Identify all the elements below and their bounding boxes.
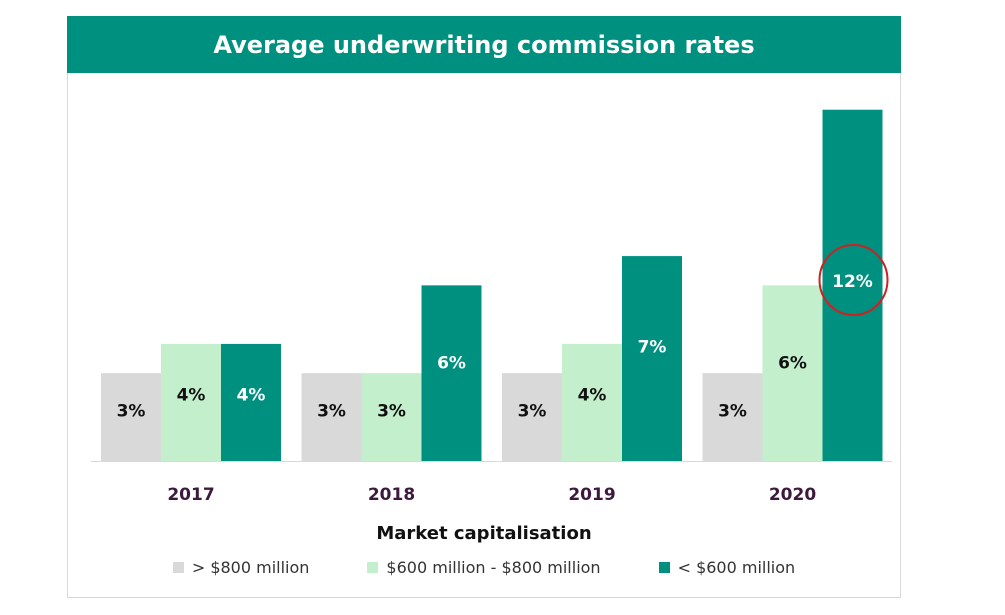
highlight-circle bbox=[818, 244, 889, 316]
legend-item-gt-800m: > $800 million bbox=[172, 558, 310, 577]
value-label-2020-series-3: 12% bbox=[832, 272, 873, 292]
value-label-2019-series-2: 4% bbox=[578, 386, 607, 406]
x-tick-2019: 2019 bbox=[568, 485, 615, 505]
legend-label-gt-800m: > $800 million bbox=[191, 558, 310, 577]
legend-swatch-lt-600m bbox=[658, 562, 670, 573]
value-label-2019-series-3: 7% bbox=[638, 337, 667, 357]
legend-swatch-gt-800m bbox=[172, 562, 184, 573]
chart-card bbox=[67, 16, 901, 598]
x-tick-2018: 2018 bbox=[368, 485, 415, 505]
bar-2017-series-1 bbox=[101, 373, 161, 461]
x-tick-2020: 2020 bbox=[769, 485, 816, 505]
bar-2018-series-3 bbox=[421, 285, 482, 461]
bar-2020-series-1 bbox=[702, 373, 763, 461]
value-label-2019-series-1: 3% bbox=[518, 402, 547, 422]
legend-item-600-800m: $600 million - $800 million bbox=[367, 558, 601, 577]
bar-2019-series-1 bbox=[502, 373, 562, 461]
value-label-2020-series-1: 3% bbox=[718, 402, 747, 422]
bar-2020-series-3 bbox=[822, 109, 883, 461]
legend-item-lt-600m: < $600 million bbox=[658, 558, 796, 577]
legend: > $800 million $600 million - $800 milli… bbox=[67, 558, 901, 577]
bar-2019-series-3 bbox=[622, 256, 682, 461]
chart-title: Average underwriting commission rates bbox=[67, 16, 901, 73]
legend-swatch-600-800m bbox=[367, 562, 379, 573]
value-label-2017-series-1: 3% bbox=[117, 402, 146, 422]
bar-2017-series-3 bbox=[221, 343, 281, 461]
value-label-2017-series-2: 4% bbox=[177, 386, 206, 406]
x-axis-title: Market capitalisation bbox=[376, 523, 592, 544]
legend-label-lt-600m: < $600 million bbox=[677, 558, 796, 577]
value-label-2017-series-3: 4% bbox=[237, 386, 266, 406]
bar-2018-series-1 bbox=[301, 373, 362, 461]
value-label-2018-series-3: 6% bbox=[437, 353, 466, 373]
bar-2017-series-2 bbox=[161, 343, 221, 461]
bar-2020-series-2 bbox=[762, 285, 823, 461]
x-tick-2017: 2017 bbox=[167, 485, 214, 505]
legend-label-600-800m: $600 million - $800 million bbox=[386, 558, 601, 577]
bar-2019-series-2 bbox=[562, 343, 622, 461]
value-label-2018-series-2: 3% bbox=[377, 402, 406, 422]
bar-2018-series-2 bbox=[361, 373, 422, 461]
value-label-2018-series-1: 3% bbox=[317, 402, 346, 422]
value-label-2020-series-2: 6% bbox=[778, 353, 807, 373]
